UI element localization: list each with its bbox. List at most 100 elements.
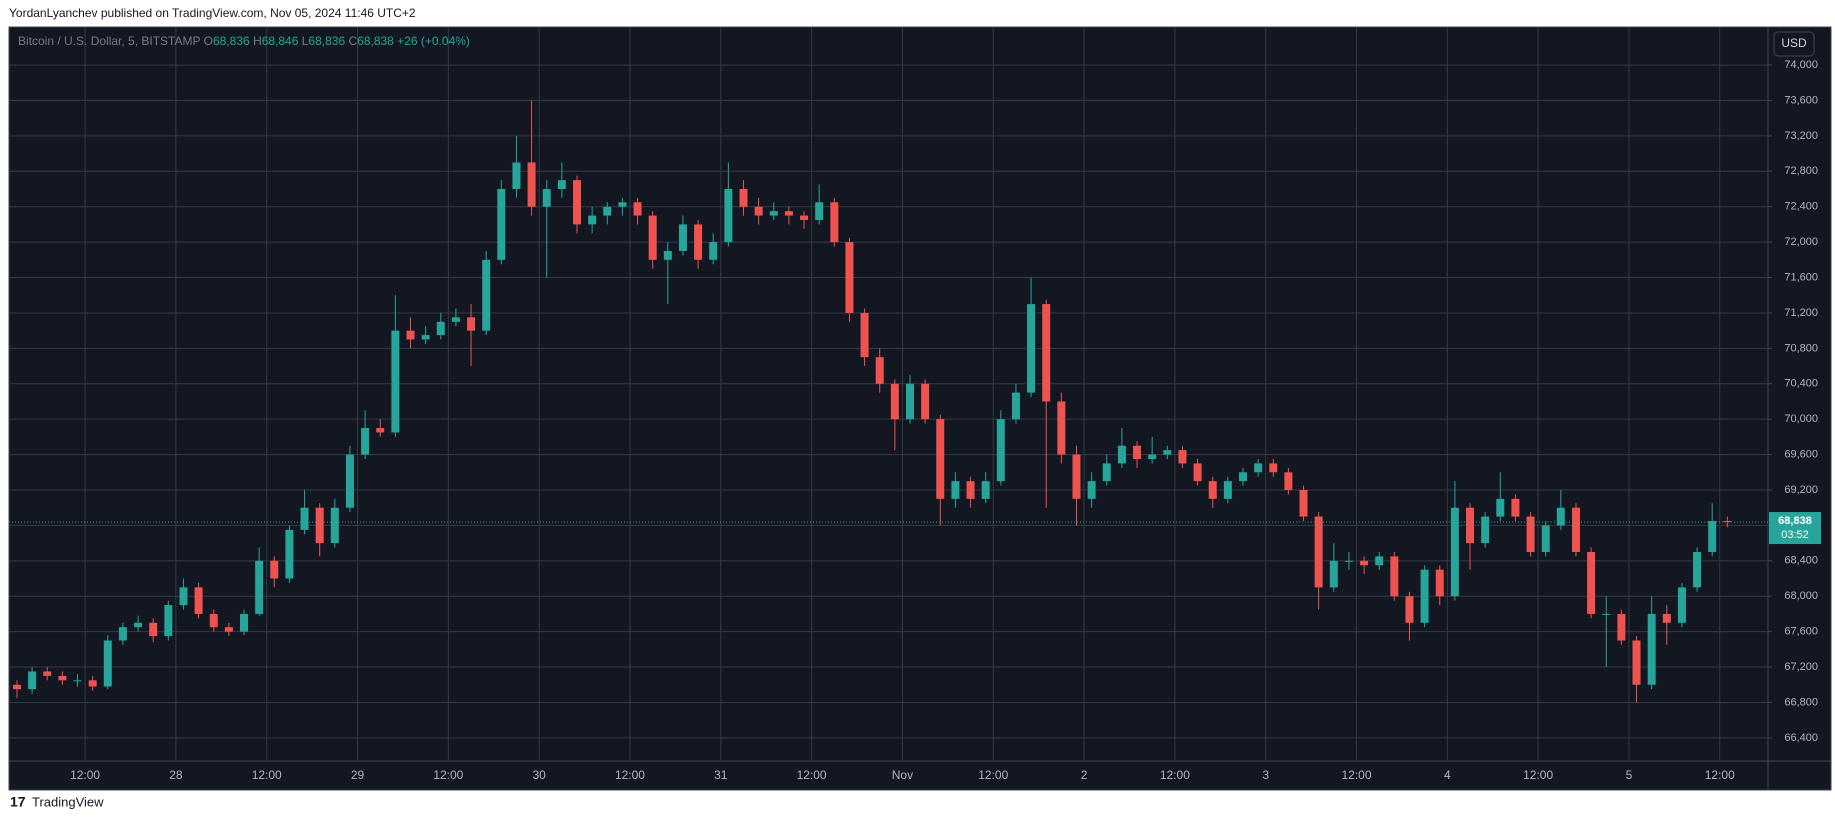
- candle-body: [1466, 507, 1475, 544]
- candle-body: [1390, 556, 1399, 597]
- candle-body: [1299, 489, 1308, 517]
- candle-body: [633, 202, 642, 216]
- candle-body: [648, 215, 657, 260]
- candle-body: [527, 162, 536, 207]
- candle-body: [936, 419, 945, 499]
- candle-body: [1011, 392, 1020, 420]
- x-tick-label: 12:00: [1341, 768, 1371, 782]
- candle-body: [118, 627, 127, 641]
- x-tick-label: 12:00: [797, 768, 827, 782]
- candle-body: [1223, 481, 1232, 499]
- candle-body: [830, 202, 839, 243]
- x-tick-label: 12:00: [1160, 768, 1190, 782]
- legend-value: 68,838: [357, 34, 394, 48]
- candle-body: [1344, 560, 1353, 562]
- candle-body: [285, 529, 294, 579]
- candle-body: [663, 250, 672, 260]
- candle-body: [1375, 556, 1384, 566]
- currency[interactable]: USD: [1781, 36, 1807, 50]
- header: YordanLyanchev published on TradingView.…: [9, 6, 416, 20]
- candle-body: [1254, 463, 1263, 473]
- candle-body: [754, 206, 763, 216]
- y-tick-label: 67,200: [1784, 661, 1818, 673]
- legend-label: L: [302, 34, 309, 48]
- candle-body: [739, 189, 748, 207]
- x-tick-label: 12:00: [1705, 768, 1735, 782]
- legend-label: O: [204, 34, 213, 48]
- candle-body: [1481, 516, 1490, 544]
- x-tick-label: Nov: [892, 768, 913, 782]
- y-tick-label: 70,800: [1784, 342, 1818, 354]
- candle-body: [573, 180, 581, 225]
- x-tick-label: 12:00: [70, 768, 100, 782]
- candle-body: [1072, 454, 1081, 499]
- candle-body: [1148, 454, 1157, 460]
- candle-body: [1178, 450, 1187, 464]
- candle-body: [1708, 520, 1717, 552]
- candle-body: [43, 671, 52, 676]
- candle-body: [1042, 304, 1051, 402]
- x-tick-label: 3: [1262, 768, 1269, 782]
- candle-body: [240, 613, 249, 632]
- candle-body: [149, 622, 158, 637]
- candle-body: [1435, 569, 1444, 597]
- candle-body: [1420, 569, 1429, 623]
- candles: [12, 100, 1732, 703]
- candle-body: [981, 481, 990, 499]
- chart-panel: [8, 26, 1832, 791]
- y-tick-label: 68,400: [1784, 555, 1818, 567]
- candle-body: [618, 202, 627, 207]
- candle-body: [1693, 551, 1702, 588]
- y-tick-label: 72,000: [1784, 236, 1818, 248]
- candle-body: [694, 224, 703, 260]
- currency-button[interactable]: [1773, 31, 1815, 57]
- candle-body: [1723, 520, 1732, 523]
- candle-body: [421, 335, 430, 340]
- candle-body: [860, 312, 869, 358]
- candle-body: [406, 330, 415, 340]
- candle-body: [724, 189, 733, 243]
- candle-body: [1541, 525, 1550, 552]
- candle-body: [1314, 516, 1323, 588]
- candle-body: [1571, 507, 1580, 552]
- candle-body: [467, 317, 476, 331]
- candle-body: [134, 622, 143, 628]
- y-tick-label: 73,200: [1784, 130, 1818, 142]
- candle-body: [512, 162, 521, 190]
- candle-body: [1647, 613, 1656, 685]
- legend-label: C: [348, 34, 357, 48]
- legend: Bitcoin / U.S. Dollar, 5, BITSTAMP O 68,8…: [18, 34, 470, 48]
- candle-body: [966, 481, 975, 499]
- candle-body: [300, 507, 309, 530]
- candle-body: [784, 211, 793, 216]
- y-tick-label: 68,000: [1784, 590, 1818, 602]
- x-tick-label: 30: [532, 768, 546, 782]
- candle-body: [28, 671, 37, 690]
- candle-body: [1496, 498, 1505, 517]
- candle-body: [890, 383, 899, 420]
- y-tick-label: 71,600: [1784, 271, 1818, 283]
- candle-body: [557, 180, 566, 190]
- candle-body: [996, 419, 1005, 482]
- legend-value: 68,836: [308, 34, 345, 48]
- candle-body: [1632, 640, 1641, 685]
- y-tick-label: 72,400: [1784, 201, 1818, 213]
- candle-body: [1057, 401, 1066, 455]
- candle-body: [709, 242, 718, 260]
- x-tick-label: 29: [351, 768, 365, 782]
- candle-body: [542, 189, 551, 207]
- legend-value: 68,846: [262, 34, 299, 48]
- candle-body: [345, 454, 354, 508]
- symbol: Bitcoin / U.S. Dollar, 5, BITSTAMP: [18, 34, 200, 48]
- y-tick-label: 66,400: [1784, 732, 1818, 744]
- candle-body: [1360, 560, 1369, 566]
- candle-body: [361, 428, 370, 455]
- countdown: 03:52: [1781, 529, 1809, 541]
- candle-body: [73, 680, 82, 682]
- candle-body: [1602, 613, 1611, 615]
- candle-body: [436, 321, 445, 336]
- x-tick-label: 31: [714, 768, 728, 782]
- x-tick-label: 12:00: [1523, 768, 1553, 782]
- candle-body: [815, 202, 824, 220]
